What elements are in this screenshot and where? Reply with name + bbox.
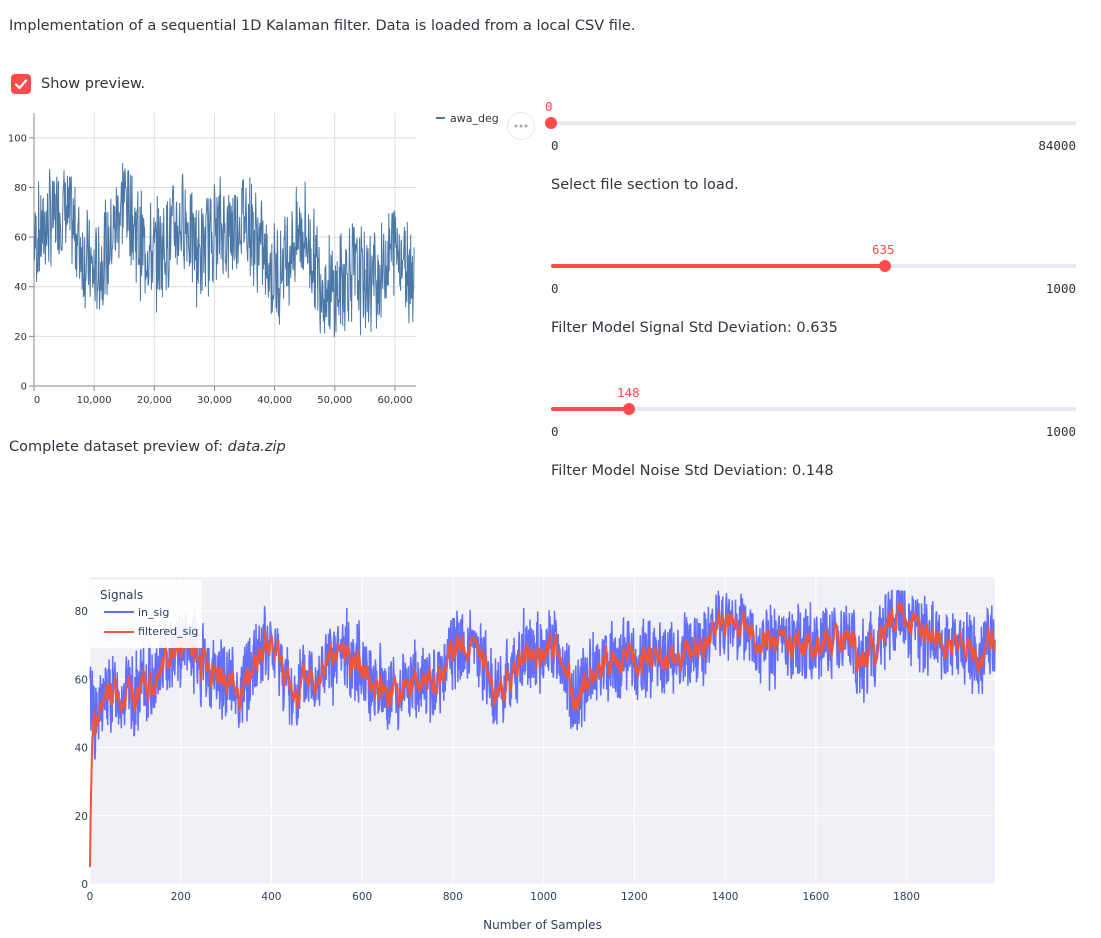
legend-title: Signals — [100, 588, 143, 602]
legend-label-filtered-sig: filtered_sig — [138, 625, 198, 638]
y-tick-label: 20 — [75, 811, 88, 823]
app-description: Implementation of a sequential 1D Kalama… — [9, 18, 636, 34]
slider-min: 0 — [551, 281, 559, 296]
slider-thumb[interactable] — [545, 117, 557, 129]
checkmark-icon — [11, 74, 31, 94]
y-tick-label: 60 — [75, 674, 88, 686]
awa-deg-series-line — [33, 162, 415, 338]
slider-max: 84000 — [1038, 138, 1076, 153]
preview-caption: Complete dataset preview of: data.zip — [9, 439, 286, 455]
x-tick-label: 800 — [443, 891, 463, 903]
y-tick-label: 0 — [81, 879, 88, 891]
legend-label-awa-deg: awa_deg — [450, 112, 499, 125]
x-tick-label: 30,000 — [197, 395, 232, 405]
x-tick-label: 0 — [34, 395, 40, 405]
slider-max: 1000 — [1045, 424, 1076, 439]
y-tick-label: 80 — [75, 606, 88, 618]
file-section-caption: Select file section to load. — [551, 177, 739, 193]
preview-caption-prefix: Complete dataset preview of: — [9, 439, 224, 455]
x-tick-label: 20,000 — [137, 395, 172, 405]
x-tick-label: 1000 — [530, 891, 557, 903]
x-tick-label: 0 — [87, 891, 94, 903]
signal-std-caption: Filter Model Signal Std Deviation: 0.635 — [551, 320, 838, 336]
legend-box — [90, 580, 202, 648]
x-tick-label: 60,000 — [377, 395, 412, 405]
x-tick-label: 200 — [171, 891, 191, 903]
ellipsis-icon[interactable] — [507, 112, 535, 140]
x-tick-label: 50,000 — [317, 395, 352, 405]
slider-fill — [551, 264, 885, 268]
slider-min: 0 — [551, 138, 559, 153]
preview-caption-file: data.zip — [227, 439, 286, 455]
slider-min: 0 — [551, 424, 559, 439]
x-tick-label: 1200 — [621, 891, 648, 903]
x-tick-label: 1800 — [893, 891, 920, 903]
y-tick-label: 40 — [14, 282, 27, 293]
signal-std-slider[interactable]: 635 0 1000 — [545, 238, 1085, 308]
slider-max: 1000 — [1045, 281, 1076, 296]
y-tick-label: 60 — [14, 233, 27, 244]
y-tick-label: 20 — [14, 332, 27, 343]
show-preview-label: Show preview. — [41, 76, 146, 92]
signals-chart[interactable]: 0 200 400 600 800 1000 1200 1400 1600 1800 0 20 40 60… — [0, 558, 1060, 938]
slider-thumb[interactable] — [623, 403, 635, 415]
noise-std-caption: Filter Model Noise Std Deviation: 0.148 — [551, 463, 834, 479]
y-tick-label: 100 — [8, 133, 27, 144]
x-tick-label: 1400 — [712, 891, 739, 903]
slider-value: 148 — [617, 385, 640, 400]
x-tick-label: 1600 — [802, 891, 829, 903]
dataset-preview-chart[interactable]: 0 10,000 20,000 30,000 40,000 50,000 60,000 0 20… — [0, 105, 500, 405]
y-tick-label: 80 — [14, 183, 27, 194]
slider-thumb[interactable] — [879, 260, 891, 272]
show-preview-checkbox[interactable]: Show preview. — [11, 74, 145, 94]
slider-track[interactable] — [551, 407, 1076, 411]
slider-track[interactable] — [551, 121, 1076, 125]
x-axis-title: Number of Samples — [483, 918, 602, 932]
slider-value: 0 — [545, 99, 553, 114]
noise-std-slider[interactable]: 148 0 1000 — [545, 381, 1085, 451]
y-tick-label: 0 — [21, 382, 27, 393]
x-tick-label: 40,000 — [257, 395, 292, 405]
x-tick-label: 400 — [261, 891, 281, 903]
legend-label-in-sig: in_sig — [138, 606, 169, 619]
y-tick-label: 40 — [75, 743, 88, 755]
slider-fill — [551, 407, 629, 411]
filtered-sig-series-line — [89, 601, 996, 867]
slider-value: 635 — [872, 242, 895, 257]
file-section-slider[interactable]: 0 0 84000 — [545, 95, 1085, 165]
x-tick-label: 10,000 — [77, 395, 112, 405]
x-tick-label: 600 — [352, 891, 372, 903]
plot-background — [90, 577, 995, 884]
